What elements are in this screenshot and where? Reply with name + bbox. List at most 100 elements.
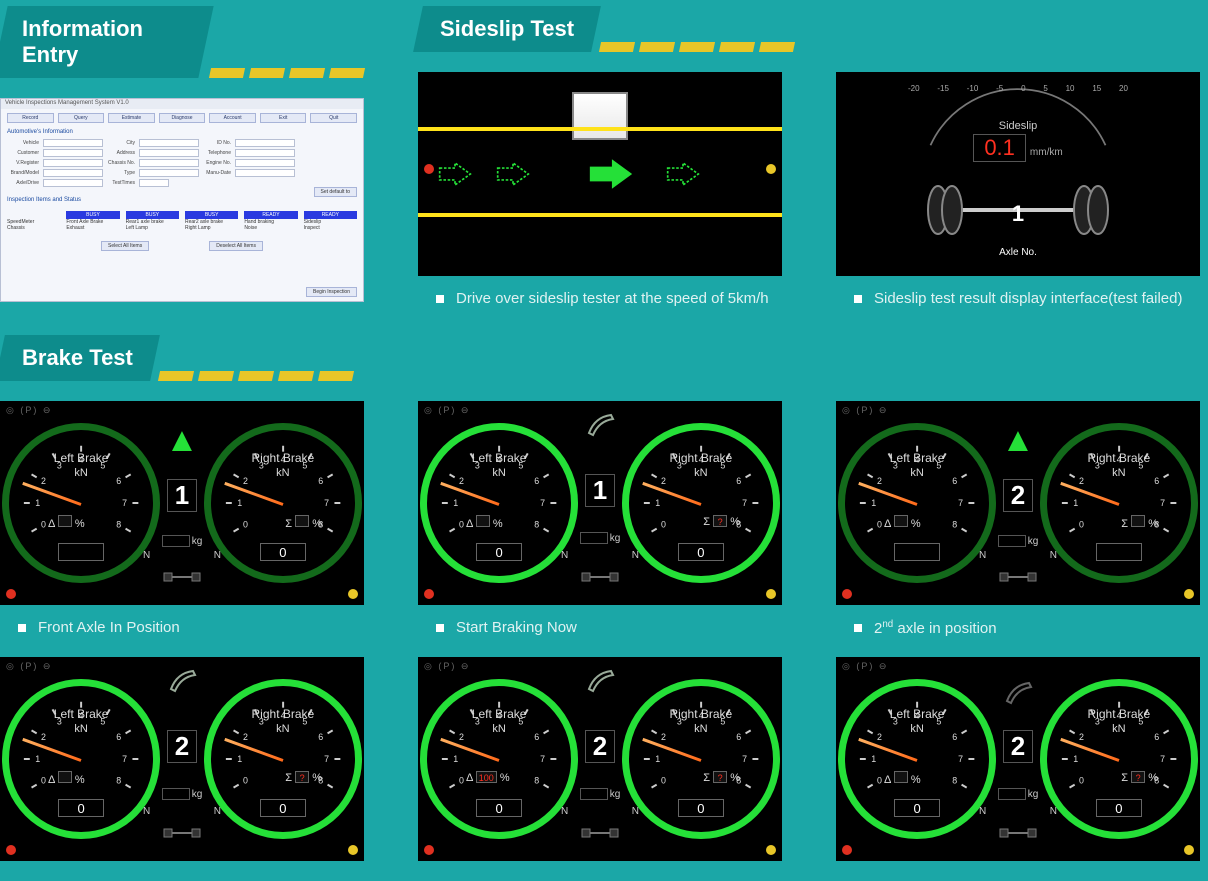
toolbar-diagnose[interactable]: Diagnose — [159, 113, 206, 123]
left-brake-gauge: 012345678 Left Brake kN Δ % N — [838, 423, 996, 583]
axle-center: 2 kg — [996, 679, 1040, 839]
gauge-title: Left Brake — [2, 451, 160, 465]
gauge-title: Right Brake — [622, 451, 780, 465]
input-axledrive[interactable] — [43, 179, 103, 187]
axle-number: 2 — [167, 730, 197, 763]
stop-indicator-icon — [842, 589, 852, 599]
status-grid: .SpeedMeterChassis BUSYFront Axle BrakeE… — [1, 205, 363, 237]
svg-text:7: 7 — [122, 754, 127, 764]
set-default-button[interactable]: Set default to — [314, 187, 357, 197]
gauge-unit: kN — [622, 467, 780, 479]
sigma-readout: Σ ? % — [703, 771, 740, 784]
toolbar-estimate[interactable]: Estimate — [108, 113, 155, 123]
right-brake-gauge: 012345678 Right Brake kN Σ % 0 N — [204, 423, 362, 583]
toolbar-exit[interactable]: Exit — [260, 113, 307, 123]
window-toolbar: Record Query Estimate Diagnose Account E… — [1, 109, 363, 127]
input-address[interactable] — [139, 149, 199, 157]
gauge-title: Left Brake — [838, 451, 996, 465]
section-header-info: Information Entry — [0, 6, 364, 78]
toolbar-query[interactable]: Query — [58, 113, 105, 123]
bullet-icon — [854, 624, 862, 632]
sigma-readout: Σ ? % — [703, 515, 740, 528]
axle-center: 2 kg — [160, 679, 204, 839]
brake-pedal-icon — [585, 411, 615, 442]
input-engine[interactable] — [235, 159, 295, 167]
gauge-readout: 0 — [58, 799, 104, 817]
gauge-unit: kN — [204, 723, 362, 735]
gauge-unit: kN — [1040, 723, 1198, 735]
status-icons: ◎ (P) ⊖ — [6, 405, 52, 416]
axle-icon — [998, 569, 1038, 583]
input-city[interactable] — [139, 139, 199, 147]
warn-indicator-icon — [348, 589, 358, 599]
input-vehicle[interactable] — [43, 139, 103, 147]
input-type[interactable] — [139, 169, 199, 177]
begin-inspection-button[interactable]: Begin Inspection — [306, 287, 357, 297]
right-brake-gauge: 012345678 Right Brake kN Σ ? % 0 N — [1040, 679, 1198, 839]
gauge-readout — [1096, 543, 1142, 561]
svg-text:7: 7 — [540, 754, 545, 764]
warn-indicator-icon — [766, 164, 776, 174]
section-header-sideslip: Sideslip Test — [418, 6, 1208, 52]
axle-number: 2 — [1003, 730, 1033, 763]
deselect-all-button[interactable]: Deselect All Items — [209, 241, 263, 251]
input-idno[interactable] — [235, 139, 295, 147]
info-form: Vehicle City ID No. Customer Address Tel… — [1, 137, 363, 189]
input-testtimes[interactable] — [139, 179, 169, 187]
section-tab-brake: Brake Test — [0, 335, 160, 381]
input-customer[interactable] — [43, 149, 103, 157]
input-manudate[interactable] — [235, 169, 295, 177]
caption: Front Axle In Position — [0, 619, 364, 636]
right-brake-gauge: 012345678 Right Brake kN Σ ? % 0 N — [622, 423, 780, 583]
svg-text:0: 0 — [877, 520, 882, 530]
info-entry-window: Vehicle Inspections Management System V1… — [0, 98, 364, 302]
delta-readout: Δ % — [48, 771, 85, 786]
axle-icon — [162, 569, 202, 583]
sigma-readout: Σ ? % — [1121, 771, 1158, 784]
caption: 2nd axle in position — [836, 619, 1200, 637]
n-label: N — [143, 550, 150, 561]
gauge-readout: 0 — [260, 799, 306, 817]
toolbar-record[interactable]: Record — [7, 113, 54, 123]
axle-icon — [580, 569, 620, 583]
svg-text:0: 0 — [41, 776, 46, 786]
caption: Start Braking Now — [418, 619, 782, 636]
gauge-unit: kN — [838, 723, 996, 735]
axle-number: 1 — [585, 474, 615, 507]
section-title-info: Information Entry — [22, 16, 184, 68]
left-brake-gauge: 012345678 Left Brake kN Δ % N — [2, 423, 160, 583]
caption-text: Sideslip test result display interface(t… — [874, 290, 1182, 307]
toolbar-account[interactable]: Account — [209, 113, 256, 123]
sigma-readout: Σ % — [1121, 515, 1158, 530]
input-brand[interactable] — [43, 169, 103, 177]
stripes — [210, 66, 364, 78]
gauge-title: Right Brake — [204, 707, 362, 721]
select-all-button[interactable]: Select All Items — [101, 241, 149, 251]
warn-indicator-icon — [766, 845, 776, 855]
gauge-title: Left Brake — [420, 707, 578, 721]
stop-indicator-icon — [424, 589, 434, 599]
gauge-unit: kN — [1040, 467, 1198, 479]
bullet-icon — [18, 624, 26, 632]
warn-indicator-icon — [1184, 589, 1194, 599]
status-section-label: Inspection Items and Status — [1, 195, 363, 205]
gauge-title: Right Brake — [1040, 451, 1198, 465]
axle-label: Axle No. — [908, 247, 1128, 258]
input-telephone[interactable] — [235, 149, 295, 157]
svg-text:7: 7 — [742, 754, 747, 764]
gauge-unit: kN — [204, 467, 362, 479]
svg-text:7: 7 — [958, 754, 963, 764]
left-brake-gauge: 012345678 Left Brake kN Δ 100 % 0 N — [420, 679, 578, 839]
section-title-brake: Brake Test — [22, 345, 133, 371]
status-icons: ◎ (P) ⊖ — [6, 661, 52, 672]
toolbar-quit[interactable]: Quit — [310, 113, 357, 123]
caption-text: 2nd axle in position — [874, 619, 997, 637]
svg-text:8: 8 — [534, 520, 539, 530]
input-chassis[interactable] — [139, 159, 199, 167]
arrow-up-icon: ▲ — [165, 423, 199, 457]
input-vreg[interactable] — [43, 159, 103, 167]
sideslip-unit: mm/km — [1030, 147, 1063, 158]
svg-text:0: 0 — [459, 776, 464, 786]
left-brake-gauge: 012345678 Left Brake kN Δ % 0 N — [838, 679, 996, 839]
n-label: N — [143, 806, 150, 817]
